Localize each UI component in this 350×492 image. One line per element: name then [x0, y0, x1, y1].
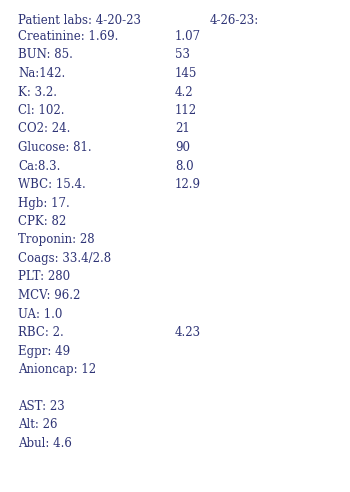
- Text: Anioncap: 12: Anioncap: 12: [18, 363, 96, 376]
- Text: Abul: 4.6: Abul: 4.6: [18, 437, 72, 450]
- Text: Alt: 26: Alt: 26: [18, 419, 57, 431]
- Text: Coags: 33.4/2.8: Coags: 33.4/2.8: [18, 252, 111, 265]
- Text: UA: 1.0: UA: 1.0: [18, 308, 62, 320]
- Text: 4.2: 4.2: [175, 86, 194, 98]
- Text: Egpr: 49: Egpr: 49: [18, 344, 70, 358]
- Text: WBC: 15.4.: WBC: 15.4.: [18, 178, 86, 191]
- Text: 8.0: 8.0: [175, 159, 194, 173]
- Text: MCV: 96.2: MCV: 96.2: [18, 289, 80, 302]
- Text: Na:142.: Na:142.: [18, 67, 65, 80]
- Text: 90: 90: [175, 141, 190, 154]
- Text: Troponin: 28: Troponin: 28: [18, 234, 94, 246]
- Text: K: 3.2.: K: 3.2.: [18, 86, 57, 98]
- Text: 21: 21: [175, 123, 190, 135]
- Text: Patient labs: 4-20-23: Patient labs: 4-20-23: [18, 14, 141, 27]
- Text: Glucose: 81.: Glucose: 81.: [18, 141, 92, 154]
- Text: Ca:8.3.: Ca:8.3.: [18, 159, 60, 173]
- Text: 12.9: 12.9: [175, 178, 201, 191]
- Text: Cl: 102.: Cl: 102.: [18, 104, 64, 117]
- Text: Hgb: 17.: Hgb: 17.: [18, 196, 70, 210]
- Text: RBC: 2.: RBC: 2.: [18, 326, 64, 339]
- Text: 53: 53: [175, 49, 190, 62]
- Text: Creatinine: 1.69.: Creatinine: 1.69.: [18, 30, 118, 43]
- Text: BUN: 85.: BUN: 85.: [18, 49, 73, 62]
- Text: 1.07: 1.07: [175, 30, 201, 43]
- Text: 4-26-23:: 4-26-23:: [210, 14, 259, 27]
- Text: AST: 23: AST: 23: [18, 400, 65, 413]
- Text: CPK: 82: CPK: 82: [18, 215, 66, 228]
- Text: 145: 145: [175, 67, 197, 80]
- Text: PLT: 280: PLT: 280: [18, 271, 70, 283]
- Text: 4.23: 4.23: [175, 326, 201, 339]
- Text: 112: 112: [175, 104, 197, 117]
- Text: CO2: 24.: CO2: 24.: [18, 123, 70, 135]
